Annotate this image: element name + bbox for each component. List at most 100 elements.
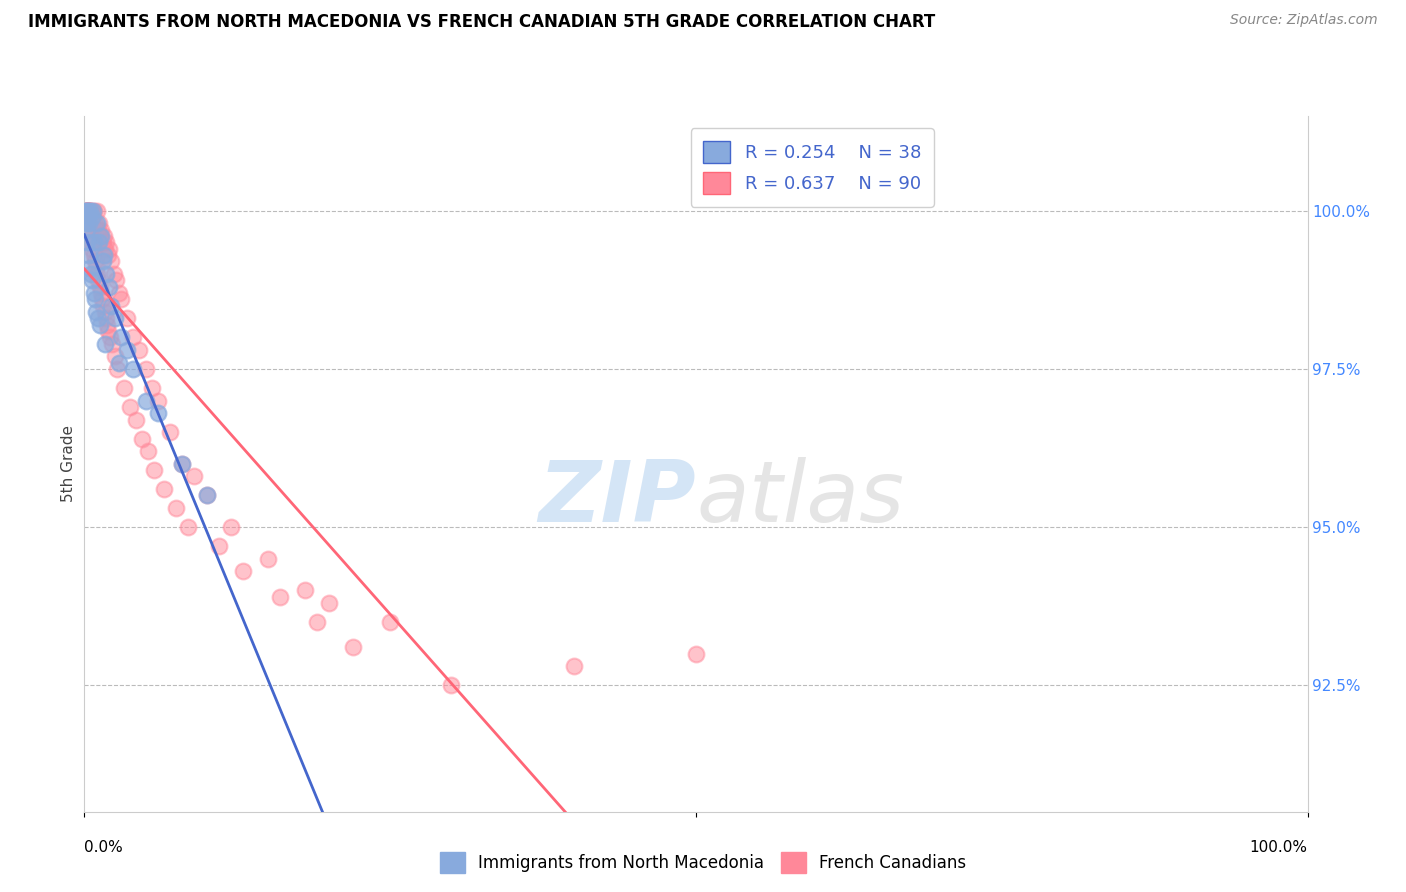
Point <box>195 488 218 502</box>
Text: ZIP: ZIP <box>538 457 696 541</box>
Point <box>105 362 128 376</box>
Point <box>91 299 114 313</box>
Point <box>76 203 98 218</box>
Point <box>87 217 110 231</box>
Point <box>98 330 121 344</box>
Point <box>77 223 100 237</box>
Point <box>80 210 103 224</box>
Point <box>79 229 101 244</box>
Point <box>83 254 105 268</box>
Point <box>172 457 194 471</box>
Point <box>96 318 118 332</box>
Point <box>131 432 153 446</box>
Point <box>195 488 218 502</box>
Point <box>294 583 316 598</box>
Point <box>82 242 104 256</box>
Point <box>77 203 100 218</box>
Point <box>87 223 110 237</box>
Point <box>79 260 101 275</box>
Point <box>76 203 98 218</box>
Point <box>104 311 127 326</box>
Point <box>83 235 105 250</box>
Point <box>94 336 117 351</box>
Point <box>305 615 328 629</box>
Point <box>89 279 111 293</box>
Point <box>146 406 169 420</box>
Point <box>84 217 107 231</box>
Point <box>79 203 101 218</box>
Point <box>269 590 291 604</box>
Point <box>97 242 120 256</box>
Point <box>77 203 100 218</box>
Point <box>90 286 112 301</box>
Point <box>89 229 111 244</box>
Point <box>75 203 97 218</box>
Point <box>118 400 141 414</box>
Point <box>94 242 117 256</box>
Point <box>83 203 105 218</box>
Point <box>128 343 150 357</box>
Y-axis label: 5th Grade: 5th Grade <box>60 425 76 502</box>
Point <box>76 203 98 218</box>
Point <box>219 520 242 534</box>
Text: Source: ZipAtlas.com: Source: ZipAtlas.com <box>1230 13 1378 28</box>
Point <box>79 203 101 218</box>
Point <box>122 362 145 376</box>
Point <box>440 678 463 692</box>
Point <box>75 210 97 224</box>
Text: atlas: atlas <box>696 457 904 541</box>
Point <box>91 254 114 268</box>
Point <box>91 235 114 250</box>
Point <box>77 203 100 218</box>
Point <box>87 235 110 250</box>
Point <box>82 203 104 218</box>
Point <box>172 457 194 471</box>
Point <box>80 267 103 281</box>
Point <box>86 217 108 231</box>
Point <box>80 235 103 250</box>
Point <box>115 311 138 326</box>
Point <box>80 203 103 218</box>
Point <box>232 565 254 579</box>
Point <box>685 647 707 661</box>
Point <box>110 330 132 344</box>
Point <box>101 336 124 351</box>
Point <box>135 362 157 376</box>
Point <box>105 273 128 287</box>
Point <box>100 254 122 268</box>
Point <box>89 318 111 332</box>
Point <box>208 539 231 553</box>
Point <box>93 248 115 262</box>
Point <box>83 286 105 301</box>
Point <box>125 412 148 426</box>
Point <box>76 203 98 218</box>
Point <box>136 444 159 458</box>
Point <box>77 203 100 218</box>
Point <box>82 273 104 287</box>
Point <box>562 659 585 673</box>
Point <box>91 293 114 307</box>
Point <box>257 551 280 566</box>
Point <box>100 299 122 313</box>
Point <box>143 463 166 477</box>
Point <box>76 217 98 231</box>
Point <box>380 615 402 629</box>
Point <box>159 425 181 440</box>
Text: 100.0%: 100.0% <box>1250 839 1308 855</box>
Point <box>75 223 97 237</box>
Point <box>103 267 125 281</box>
Point <box>86 267 108 281</box>
Point <box>73 203 96 218</box>
Legend: R = 0.254    N = 38, R = 0.637    N = 90: R = 0.254 N = 38, R = 0.637 N = 90 <box>690 128 934 207</box>
Point <box>96 267 118 281</box>
Point <box>83 248 105 262</box>
Point <box>79 203 101 218</box>
Text: 0.0%: 0.0% <box>84 839 124 855</box>
Point <box>90 229 112 244</box>
Text: IMMIGRANTS FROM NORTH MACEDONIA VS FRENCH CANADIAN 5TH GRADE CORRELATION CHART: IMMIGRANTS FROM NORTH MACEDONIA VS FRENC… <box>28 13 935 31</box>
Point <box>76 235 98 250</box>
Point <box>77 203 100 218</box>
Point <box>84 305 107 319</box>
Point <box>112 381 135 395</box>
Point <box>183 469 205 483</box>
